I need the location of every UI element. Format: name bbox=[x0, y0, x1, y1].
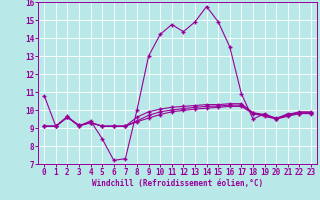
X-axis label: Windchill (Refroidissement éolien,°C): Windchill (Refroidissement éolien,°C) bbox=[92, 179, 263, 188]
